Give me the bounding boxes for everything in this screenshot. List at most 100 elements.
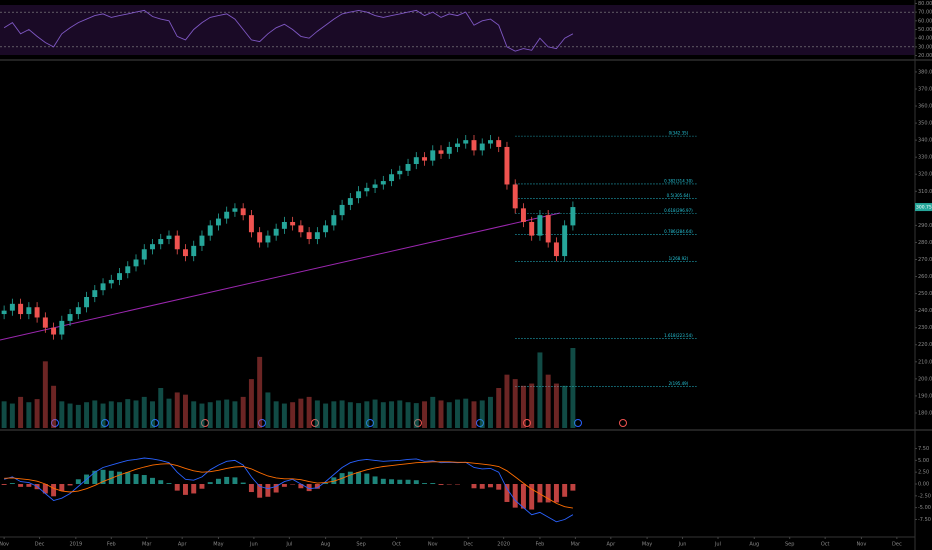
volume-bar (125, 399, 131, 428)
fib-label: 0.5(305.64) (667, 193, 691, 198)
volume-bar (413, 403, 419, 428)
fib-label: 2(195.49) (669, 381, 689, 386)
x-tick-label: Sep (356, 542, 365, 548)
macd-histogram-bar (298, 484, 304, 489)
candle-body (430, 150, 436, 161)
volume-bar (199, 403, 205, 428)
macd-histogram-bar (438, 484, 444, 485)
volume-bar (397, 400, 403, 428)
candle-body (389, 174, 395, 182)
rsi-tick-label: 50.00 (918, 27, 932, 33)
y-tick-label: 270.00 (918, 257, 932, 263)
x-tick-label: Nov (857, 542, 867, 548)
y-tick-label: 320.00 (918, 172, 932, 178)
macd-histogram-bar (199, 484, 205, 489)
volume-bar (339, 400, 345, 428)
y-tick-label: 340.00 (918, 138, 932, 144)
volume-bar (51, 385, 57, 428)
macd-histogram-bar (150, 477, 155, 484)
candle-body (100, 283, 106, 291)
candle-body (479, 143, 485, 151)
macd-histogram-bar (281, 484, 287, 487)
macd-histogram-bar (347, 471, 353, 484)
candle-body (215, 218, 221, 226)
candle-body (9, 303, 15, 311)
fib-label: 0.786(284.64) (664, 229, 693, 234)
candle-body (248, 215, 254, 233)
volume-bar (183, 394, 188, 428)
rsi-tick-label: 30.00 (918, 44, 932, 50)
event-marker (151, 419, 159, 427)
volume-bar (520, 385, 526, 428)
x-tick-label: Sep (785, 542, 794, 548)
volume-bar (323, 403, 329, 428)
volume-bar (265, 392, 271, 428)
candle-body (339, 204, 345, 216)
candle-body (290, 221, 296, 226)
volume-bar (529, 383, 535, 428)
event-marker (414, 419, 422, 427)
x-tick-label: Dec (892, 542, 902, 548)
x-tick-label: 2019 (69, 542, 82, 548)
x-tick-label: Oct (392, 542, 401, 548)
volume-bar (496, 388, 502, 428)
candle-body (512, 184, 518, 209)
candle-body (496, 140, 502, 147)
y-tick-label: 380.00 (918, 69, 932, 75)
volume-bar (422, 401, 427, 428)
fib-label: 0.382(314.30) (664, 178, 693, 183)
macd-line (3, 457, 574, 523)
candle-body (150, 244, 155, 250)
x-tick-label: May (213, 542, 223, 548)
candle-body (133, 259, 139, 267)
candle-body (141, 249, 147, 260)
x-tick-label: Dec (35, 542, 45, 548)
candle-body (207, 225, 213, 236)
candle-body (413, 157, 419, 165)
y-tick-label: 180.00 (918, 410, 932, 416)
macd-tick-label: 2.50 (918, 470, 929, 476)
macd-histogram-bar (553, 484, 559, 503)
candle-body (232, 208, 238, 212)
macd-histogram-bar (207, 482, 213, 484)
x-tick-label: Nov (0, 542, 9, 548)
volume-bar (438, 400, 444, 428)
candle-body (422, 157, 427, 161)
y-tick-label: 370.00 (918, 86, 932, 92)
y-tick-label: 330.00 (918, 155, 932, 161)
candle-body (281, 221, 287, 229)
x-tick-label: Jul (714, 542, 721, 548)
volume-bar (306, 396, 312, 428)
candle-body (18, 303, 24, 315)
y-tick-label: 220.00 (918, 342, 932, 348)
macd-histogram-bar (108, 470, 114, 484)
last-price-label: 300.75 (916, 205, 932, 211)
macd-histogram-bar (323, 483, 329, 484)
y-tick-label: 260.00 (918, 274, 932, 280)
macd-histogram-bar (240, 482, 246, 484)
volume-bar (389, 401, 395, 428)
candle-body (397, 170, 403, 175)
macd-histogram-bar (562, 484, 568, 497)
y-tick-label: 200.00 (918, 376, 932, 382)
macd-histogram-bar (59, 484, 65, 492)
macd-tick-label: 7.50 (918, 446, 929, 452)
macd-histogram-bar (529, 484, 535, 510)
candle-body (75, 307, 81, 315)
macd-histogram-bar (389, 479, 395, 484)
candle-body (265, 235, 271, 243)
volume-bar (232, 401, 238, 428)
macd-tick-label: 5.00 (918, 458, 929, 464)
macd-histogram-bar (1, 484, 7, 485)
x-tick-label: Jun (678, 542, 687, 548)
candle-body (545, 215, 551, 243)
x-tick-label: Jul (285, 542, 292, 548)
macd-histogram-bar (100, 469, 106, 484)
y-tick-label: 190.00 (918, 393, 932, 399)
macd-histogram-bar (158, 480, 164, 484)
volume-bar (117, 402, 122, 428)
macd-histogram-bar (67, 484, 73, 486)
volume-bar (562, 385, 568, 428)
volume-bar (298, 398, 304, 428)
